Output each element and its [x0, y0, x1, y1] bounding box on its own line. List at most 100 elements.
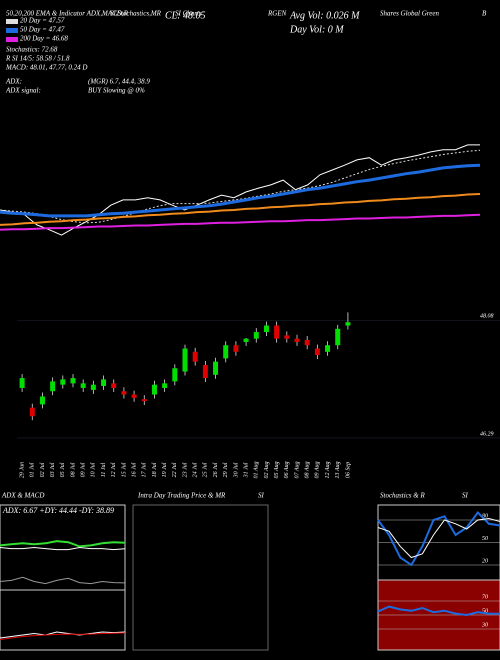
candle-body — [304, 339, 310, 346]
series-line — [377, 605, 500, 617]
series-line — [0, 193, 481, 226]
x-tick-label: 31 Jul — [243, 462, 249, 478]
info: R — [5, 55, 11, 63]
candle-body — [314, 348, 320, 356]
close: CL: 48.05 — [165, 10, 206, 21]
x-tick-label: 08 Jul — [70, 462, 76, 477]
candle-body — [141, 399, 147, 402]
panel — [0, 504, 126, 591]
candle-body — [233, 345, 239, 352]
candle-body — [182, 348, 188, 372]
candle-body — [202, 364, 208, 379]
header-title: SI,Stochastics,MR — [110, 10, 162, 18]
legend-swatch — [6, 28, 18, 33]
candle-body — [213, 361, 219, 375]
adx-signal: BUY Slowing @ 0% — [88, 87, 145, 95]
x-tick-label: 10 Jul — [91, 462, 97, 477]
series-line — [0, 213, 481, 231]
legend-entry: 20 Day = 47.57 — [20, 17, 65, 25]
candle-body — [294, 338, 300, 342]
x-tick-label: 30 Jul — [233, 462, 239, 478]
x-tick-label: 24 Jul — [192, 462, 199, 477]
candle-body — [162, 383, 168, 388]
legend-swatch — [6, 19, 18, 24]
x-tick-label: 01 Jul — [30, 462, 36, 477]
header-title: RGEN — [267, 10, 287, 18]
series-line — [0, 540, 126, 548]
x-tick-label: 22 Jul — [172, 462, 178, 477]
info: Stochastics: 72.68 — [6, 46, 58, 54]
series-line — [0, 632, 126, 640]
candle-body — [121, 391, 127, 395]
candle-body — [274, 325, 280, 339]
candle-body — [90, 384, 96, 390]
x-tick-label: 12 Jul — [111, 462, 117, 477]
panel-title: Stochastics & R — [380, 492, 425, 500]
x-tick-label: 13 Aug — [335, 461, 341, 478]
candle-body — [111, 383, 117, 388]
x-tick-label: 15 Jul — [121, 462, 127, 477]
header-title: 50,20,200 EMA & Indicator ADX,MACD,R — [6, 10, 129, 18]
y-tick-label: 48.08 — [480, 313, 494, 320]
candle-body — [284, 335, 290, 339]
intraday-panel — [132, 504, 269, 651]
x-tick-label: 09 Aug — [315, 461, 321, 478]
legend-entry: 200 Day = 46.68 — [20, 35, 68, 43]
series-line — [0, 149, 481, 224]
series-line — [0, 631, 126, 639]
series-line — [0, 144, 480, 236]
avg-vol: Avg Vol: 0.026 M — [289, 10, 360, 21]
x-tick-label: 02 Jul — [40, 462, 46, 477]
panel-title: SI — [462, 492, 469, 500]
x-tick-label: 29 Jul — [223, 462, 229, 477]
x-tick-label: 18 Jul — [152, 462, 158, 477]
legend-entry: 50 Day = 47.47 — [20, 26, 65, 34]
series-line — [0, 576, 126, 585]
x-tick-label: 11 Jul — [101, 462, 107, 477]
candle-body — [223, 345, 229, 359]
candle-body — [101, 379, 107, 386]
x-tick-label: 26 Jul — [213, 462, 219, 477]
y-tick-label: 30 — [481, 622, 488, 628]
panel-label: ADX: 6.67 +DY: 44.44 -DY: 38.89 — [2, 506, 114, 515]
header-title: SI Charts — [175, 10, 202, 18]
candle-body — [80, 383, 86, 388]
y-tick-label: 20 — [482, 558, 488, 564]
candle-body — [172, 368, 178, 382]
header-title: Shares Global Green — [380, 10, 439, 18]
candle-body — [131, 394, 137, 398]
legend-swatch — [6, 37, 18, 42]
x-tick-label: 19 Jul — [162, 462, 168, 477]
y-tick-label: 70 — [482, 594, 488, 600]
candle-body — [335, 328, 341, 346]
x-tick-label: 29 Jun — [19, 462, 25, 478]
series-line — [377, 510, 500, 567]
panel — [0, 589, 126, 651]
adx: (MGR) 6.7, 44.4, 38.9 — [88, 78, 150, 86]
panel-title: SI — [258, 492, 265, 500]
x-tick-label: 23 Jul — [182, 462, 188, 477]
adx: ADX: — [5, 78, 22, 86]
x-tick-label: 01 Aug — [254, 461, 260, 478]
candle-body — [50, 381, 56, 392]
candle-body — [19, 378, 25, 388]
x-tick-label: 02 Aug — [264, 461, 270, 478]
candle-body — [345, 322, 351, 326]
candle-body — [253, 332, 259, 339]
header-title: B — [482, 10, 487, 18]
x-tick-label: 07 Aug — [294, 461, 300, 478]
candle-body — [151, 384, 157, 395]
candle-body — [325, 345, 331, 352]
x-tick-label: 08 Aug — [305, 461, 311, 478]
x-tick-label: 16 Jul — [131, 462, 137, 477]
x-tick-label: 05 Jul — [60, 462, 66, 477]
y-tick-label: 50 — [482, 536, 488, 542]
day-vol: Day Vol: 0 M — [289, 24, 344, 35]
x-tick-label: 03 Jul — [50, 462, 56, 477]
candle-body — [39, 396, 45, 405]
y-tick-label: 50 — [482, 608, 488, 614]
candle-body — [243, 338, 249, 342]
series-line — [377, 517, 500, 559]
